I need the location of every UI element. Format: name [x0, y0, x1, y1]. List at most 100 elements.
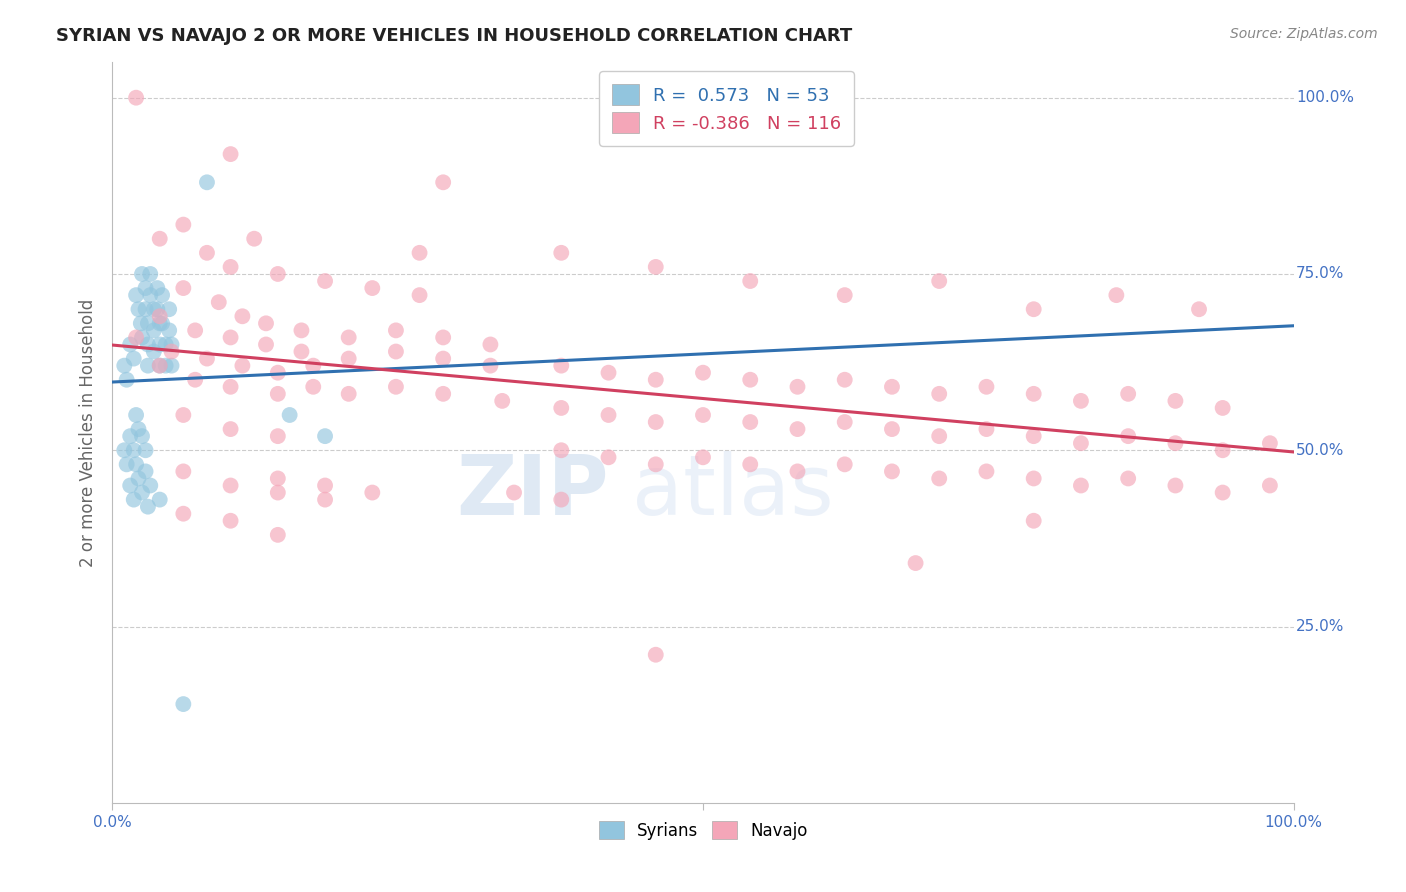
- Point: [834, 415, 856, 429]
- Point: [149, 316, 172, 330]
- Point: [740, 415, 762, 429]
- Point: [157, 323, 180, 337]
- Point: [1022, 302, 1045, 317]
- Point: [834, 288, 856, 302]
- Point: [267, 528, 290, 542]
- Point: [1258, 436, 1281, 450]
- Point: [160, 337, 183, 351]
- Point: [1022, 429, 1045, 443]
- Point: [184, 323, 207, 337]
- Point: [361, 485, 384, 500]
- Point: [155, 337, 177, 351]
- Point: [880, 464, 903, 478]
- Point: [408, 288, 430, 302]
- Legend: Syrians, Navajo: Syrians, Navajo: [592, 814, 814, 847]
- Point: [314, 492, 336, 507]
- Point: [1164, 393, 1187, 408]
- Point: [135, 281, 157, 295]
- Point: [644, 373, 666, 387]
- Point: [1022, 387, 1045, 401]
- Point: [314, 274, 336, 288]
- Point: [243, 232, 266, 246]
- Point: [976, 380, 998, 394]
- Point: [644, 415, 666, 429]
- Point: [1164, 436, 1187, 450]
- Point: [644, 648, 666, 662]
- Point: [172, 218, 194, 232]
- Point: [740, 373, 762, 387]
- Point: [408, 245, 430, 260]
- Point: [302, 359, 325, 373]
- Point: [195, 175, 218, 189]
- Point: [149, 232, 172, 246]
- Point: [125, 91, 148, 105]
- Point: [160, 359, 183, 373]
- Point: [1070, 478, 1092, 492]
- Point: [112, 359, 135, 373]
- Point: [125, 458, 148, 472]
- Point: [290, 323, 312, 337]
- Point: [254, 337, 277, 351]
- Point: [160, 344, 183, 359]
- Text: 50.0%: 50.0%: [1296, 442, 1344, 458]
- Point: [129, 316, 152, 330]
- Point: [385, 323, 408, 337]
- Point: [432, 175, 454, 189]
- Point: [479, 359, 502, 373]
- Point: [337, 387, 360, 401]
- Point: [644, 260, 666, 274]
- Point: [550, 492, 572, 507]
- Point: [503, 485, 526, 500]
- Point: [150, 288, 173, 302]
- Point: [928, 471, 950, 485]
- Point: [976, 422, 998, 436]
- Point: [432, 351, 454, 366]
- Point: [254, 316, 277, 330]
- Point: [692, 450, 714, 465]
- Point: [142, 344, 165, 359]
- Point: [131, 429, 153, 443]
- Point: [139, 288, 162, 302]
- Point: [1164, 478, 1187, 492]
- Point: [157, 302, 180, 317]
- Point: [1212, 443, 1234, 458]
- Point: [122, 492, 145, 507]
- Point: [219, 147, 242, 161]
- Point: [598, 408, 620, 422]
- Point: [1258, 478, 1281, 492]
- Point: [550, 245, 572, 260]
- Point: [219, 514, 242, 528]
- Point: [208, 295, 231, 310]
- Point: [219, 330, 242, 344]
- Point: [1105, 288, 1128, 302]
- Point: [122, 351, 145, 366]
- Point: [361, 281, 384, 295]
- Point: [231, 359, 253, 373]
- Point: [267, 366, 290, 380]
- Point: [290, 344, 312, 359]
- Point: [172, 408, 194, 422]
- Point: [267, 267, 290, 281]
- Point: [120, 337, 142, 351]
- Point: [172, 281, 194, 295]
- Point: [267, 485, 290, 500]
- Point: [1116, 429, 1139, 443]
- Point: [740, 458, 762, 472]
- Point: [278, 408, 301, 422]
- Point: [928, 274, 950, 288]
- Point: [1116, 471, 1139, 485]
- Point: [136, 337, 159, 351]
- Point: [1116, 387, 1139, 401]
- Point: [219, 260, 242, 274]
- Point: [337, 330, 360, 344]
- Point: [125, 288, 148, 302]
- Text: 25.0%: 25.0%: [1296, 619, 1344, 634]
- Point: [115, 373, 138, 387]
- Point: [172, 464, 194, 478]
- Point: [219, 380, 242, 394]
- Point: [131, 485, 153, 500]
- Point: [314, 429, 336, 443]
- Point: [432, 330, 454, 344]
- Point: [112, 443, 135, 458]
- Point: [149, 359, 172, 373]
